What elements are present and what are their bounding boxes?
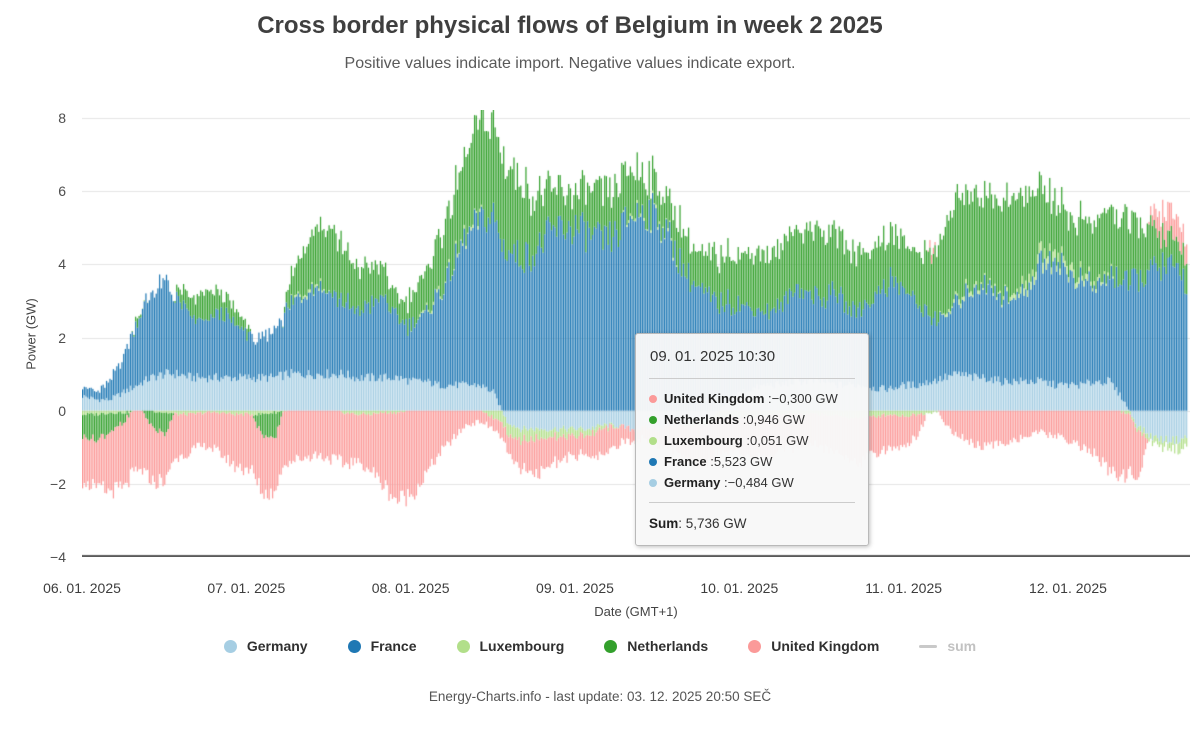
tooltip-series-name: France [664, 454, 707, 469]
tooltip-row: Luxembourg : 0,051 GW [649, 430, 855, 451]
x-tick-label: 07. 01. 2025 [207, 580, 286, 596]
tooltip-series-name: Germany [664, 475, 721, 490]
footer-credit: Energy-Charts.info - last update: 03. 12… [428, 689, 772, 704]
tooltip-divider [649, 502, 855, 503]
legend-label: Germany [246, 638, 308, 654]
x-axis-title: Date (GMT+1) [594, 604, 678, 619]
tooltip-series-dot [649, 394, 657, 403]
legend-dot-marker [748, 639, 762, 653]
tooltip-series-name: Luxembourg [664, 433, 743, 448]
tooltip-row: Netherlands : 0,946 GW [649, 409, 855, 430]
legend-item-sum[interactable]: sum [919, 638, 976, 654]
x-tick-label: 12. 01. 2025 [1029, 580, 1107, 596]
tooltip-series-dot [649, 415, 657, 424]
legend-label: France [370, 638, 417, 654]
tooltip-timestamp: 09. 01. 2025 10:30 [650, 348, 776, 365]
tooltip-sum-label: Sum [649, 516, 679, 531]
y-tick-label: 0 [58, 402, 66, 419]
tooltip-series-value: 5,523 GW [713, 454, 773, 469]
tooltip-series-name: United Kingdom [664, 391, 765, 406]
x-tick-label: 11. 01. 2025 [865, 580, 943, 596]
y-tick-label: 6 [58, 183, 66, 200]
x-tick-label: 09. 01. 2025 [536, 580, 614, 596]
legend-item-luxembourg[interactable]: Luxembourg [456, 638, 565, 654]
tooltip-sum-value: : 5,736 GW [678, 516, 747, 531]
x-tick-label: 10. 01. 2025 [700, 580, 779, 596]
legend-dot-marker [604, 639, 618, 653]
y-tick-label: 8 [58, 110, 66, 127]
legend-dot-marker [347, 639, 361, 653]
chart-subtitle: Positive values indicate import. Negativ… [344, 55, 796, 72]
tooltip-series-value: −0,484 GW [727, 475, 794, 490]
tooltip-separator: : [742, 433, 750, 448]
tooltip-row: France : 5,523 GW [649, 451, 855, 472]
tooltip-rows: United Kingdom : −0,300 GW Netherlands : … [649, 388, 855, 493]
legend: Germany France Luxembourg Netherlands United… [0, 638, 1200, 654]
x-tick-label: 06. 01. 2025 [43, 580, 121, 596]
legend-dot-marker [456, 639, 470, 653]
legend-item-united-kingdom[interactable]: United Kingdom [748, 638, 879, 654]
tooltip-separator: : [764, 391, 772, 406]
x-tick-label: 08. 01. 2025 [371, 580, 450, 596]
tooltip-row: United Kingdom : −0,300 GW [649, 388, 855, 409]
tooltip-series-value: −0,300 GW [771, 391, 838, 406]
legend-item-netherlands[interactable]: Netherlands [604, 638, 708, 654]
legend-label: Netherlands [627, 638, 709, 654]
tooltip-separator: : [706, 454, 714, 469]
y-tick-label: −2 [50, 475, 66, 492]
y-tick-label: 4 [58, 256, 66, 273]
legend-label: Luxembourg [479, 638, 565, 654]
legend-dot-marker [223, 639, 237, 653]
tooltip-series-dot [649, 436, 657, 445]
y-tick-label: 2 [58, 329, 66, 346]
legend-label: United Kingdom [771, 638, 880, 654]
tooltip-series-dot [649, 457, 657, 466]
legend-label: sum [947, 638, 977, 654]
tooltip-divider [649, 378, 855, 379]
tooltip-separator: : [739, 412, 747, 427]
tooltip-series-value: 0,051 GW [749, 433, 809, 448]
legend-item-france[interactable]: France [347, 638, 417, 654]
legend-item-germany[interactable]: Germany [223, 638, 308, 654]
tooltip-series-value: 0,946 GW [746, 412, 805, 427]
tooltip-series-name: Netherlands [664, 412, 740, 427]
tooltip-separator: : [720, 475, 728, 490]
tooltip-series-dot [649, 478, 657, 487]
chart-tooltip: 09. 01. 2025 10:30 United Kingdom : −0,3… [635, 333, 869, 546]
y-tick-label: −4 [50, 549, 66, 565]
legend-line-marker [919, 644, 938, 648]
tooltip-sum: Sum: 5,736 GW [649, 512, 855, 531]
chart-title: Cross border physical flows of Belgium i… [257, 12, 883, 39]
tooltip-row: Germany : −0,484 GW [649, 472, 855, 493]
